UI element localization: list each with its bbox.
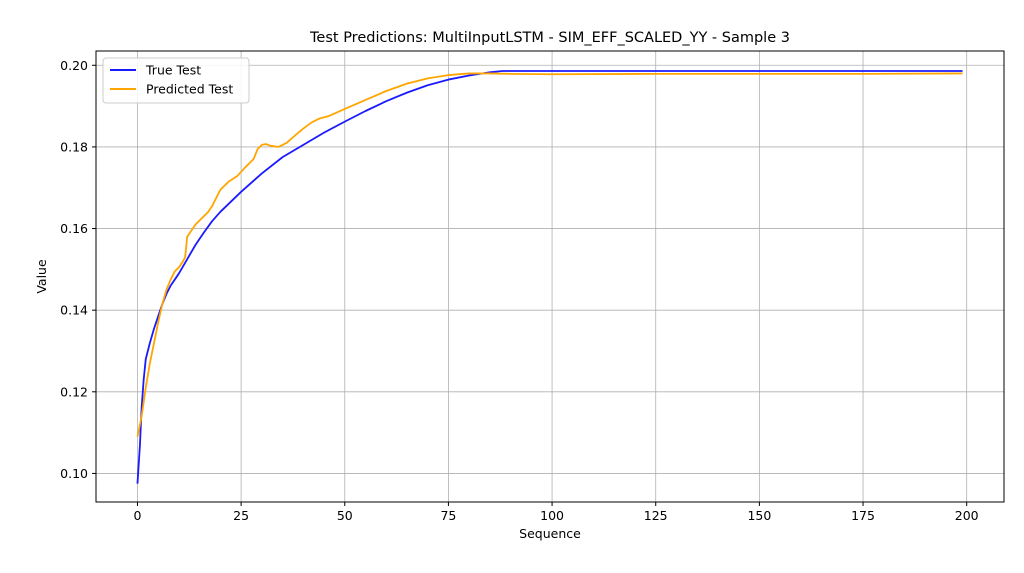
legend-box — [102, 57, 250, 104]
x-tick-label: 125 — [644, 508, 668, 523]
chart-title: Test Predictions: MultiInputLSTM - SIM_E… — [309, 30, 790, 46]
y-tick-label: 0.10 — [60, 466, 88, 481]
x-tick-label: 200 — [955, 508, 979, 523]
y-axis-ticks: 0.10 0.12 0.14 0.16 0.18 0.20 — [60, 58, 96, 481]
legend-label-predicted-test: Predicted Test — [146, 82, 233, 97]
plot-frame — [95, 50, 1005, 503]
y-tick-label: 0.12 — [60, 384, 88, 399]
y-tick-label: 0.20 — [60, 58, 88, 73]
x-tick-label: 0 — [133, 508, 141, 523]
x-tick-label: 25 — [233, 508, 249, 523]
series-line-true-test — [136, 70, 963, 484]
grid — [96, 51, 1004, 502]
series-line-predicted-test — [136, 72, 963, 437]
legend-label-true-test: True Test — [145, 63, 201, 78]
y-tick-label: 0.14 — [60, 303, 88, 318]
x-tick-label: 150 — [747, 508, 771, 523]
x-tick-label: 75 — [440, 508, 456, 523]
y-tick-label: 0.16 — [60, 221, 88, 236]
x-axis-ticks: 0 25 50 75 100 125 150 175 200 — [133, 502, 979, 523]
x-tick-label: 100 — [540, 508, 564, 523]
x-tick-label: 175 — [851, 508, 875, 523]
series-layer — [136, 70, 963, 484]
x-tick-label: 50 — [337, 508, 353, 523]
y-tick-label: 0.18 — [60, 139, 88, 154]
y-axis-label: Value — [34, 259, 49, 294]
x-axis-label: Sequence — [519, 526, 581, 541]
legend: True Test Predicted Test — [102, 57, 250, 104]
